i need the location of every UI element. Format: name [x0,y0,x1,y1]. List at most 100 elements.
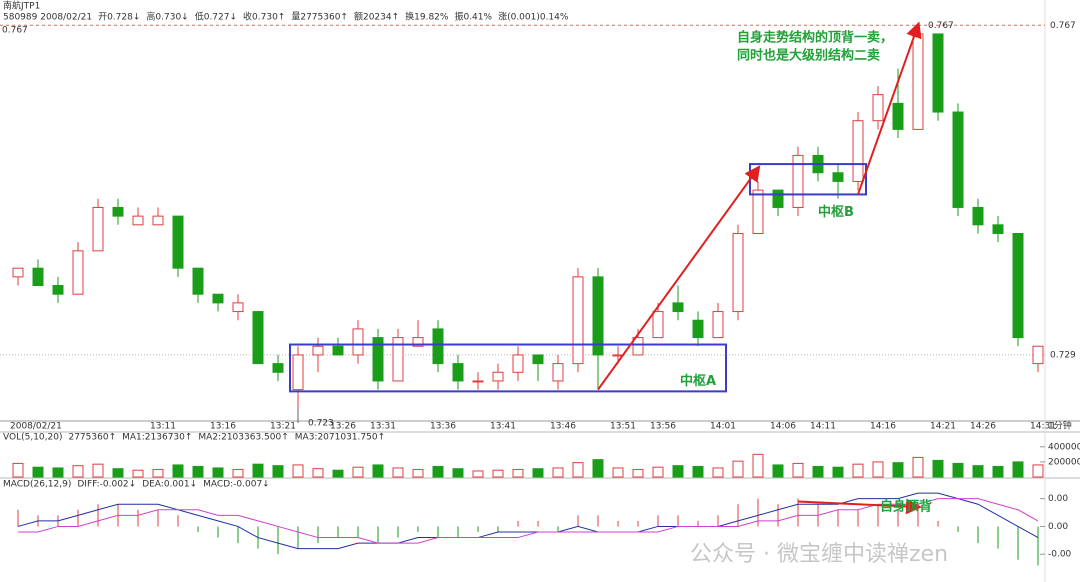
candle-body [292,354,304,391]
candle-body [472,380,484,383]
info-item: 振0.41% [454,11,492,23]
low-label: 0.723 [308,418,334,428]
volume-bar [532,468,544,478]
volume-bar [132,469,144,478]
y-tick-label: -0.00 [1048,550,1072,560]
volume-bar [12,462,24,478]
x-tick-label: 2008/02/21 [10,422,62,432]
volume-bar [412,468,424,478]
volume-bar [172,464,184,478]
volume-bar [512,468,524,478]
candle-body [552,363,564,382]
volume-bar [252,463,264,478]
candle-body [892,102,904,130]
volume-bar [792,462,804,478]
volume-bar [712,467,724,478]
y-tick-label: 0.767 [1050,21,1076,31]
zone-label: 中枢A [680,373,716,389]
candle-body [12,267,24,278]
volume-bar [672,465,684,478]
candle-body [932,33,944,113]
volume-bar [272,465,284,478]
annotation: 自身顶背 [880,499,932,515]
volume-header: MA2:2103363.500↑ [198,433,288,443]
volume-bar [632,468,644,478]
info-item: 低0.727↓ [195,11,237,23]
info-item: 额20234↑ [354,11,399,23]
annotation: 自身走势结构的顶背一卖， [737,30,893,46]
volume-bar [612,467,624,478]
volume-bar [912,456,924,478]
x-tick-label: 13:36 [430,422,456,432]
candle-body [492,371,504,382]
y-tick-label: 0.00 [1048,494,1068,504]
volume-bar [752,453,764,478]
candle-body [72,250,84,295]
x-tick-label: 14:26 [970,422,996,432]
candle-body [172,215,184,269]
x-tick-label: 13:16 [210,422,236,432]
candle-body [372,337,384,382]
volume-header: 2775360↑ [68,433,116,443]
candle-body [532,354,544,365]
volume-bar [112,468,124,478]
volume-bar [332,469,344,478]
y-tick-label: 200000 [1048,457,1080,467]
high-label: 0.767 [928,21,954,31]
volume-bar [32,466,44,478]
volume-bar [432,465,444,478]
candle-body [332,345,344,356]
watermark: 公众号 · 微宝缠中读禅zen [690,542,948,567]
volume-bar [892,462,904,478]
x-tick-label: 13:56 [650,422,676,432]
volume-bar [572,462,584,478]
x-tick-label: 13:26 [330,422,356,432]
x-tick-label: 13:51 [610,422,636,432]
macd-line [17,492,1039,550]
chart-title: 南航JTP1 [3,0,40,12]
volume-bar [452,468,464,478]
volume-bar [292,464,304,478]
candle-body [272,363,284,373]
candle-body [992,224,1004,234]
y-tick-label: 0.729 [1050,350,1076,360]
arrow [797,498,922,515]
candle-body [832,172,844,182]
candle-body [672,302,684,313]
x-tick-label: 14:21 [930,422,956,432]
macd-header: MACD:-0.007↓ [203,480,270,490]
candle-body [452,363,464,382]
candle-body [652,311,664,339]
info-item: 涨(0.001)0.14% [498,12,569,23]
y-tick-label: 400000 [1048,442,1080,452]
candle-body [772,189,784,208]
volume-bar [492,469,504,478]
volume-bar [1032,464,1044,478]
candle-body [112,206,124,217]
x-tick-label: 13:46 [550,422,576,432]
volume-bar [212,467,224,478]
x-tick-label: 13:41 [490,422,516,432]
volume-bar [692,465,704,478]
arrow [857,21,922,195]
info-item: 收0.730↑ [243,11,285,23]
candle-body [192,267,204,295]
macd-header: DEA:0.001↓ [142,480,197,490]
candle-body [972,206,984,226]
candle-body [692,319,704,339]
macd-line [18,498,1039,544]
volume-bar [472,470,484,478]
candle-body [732,232,744,313]
zone-label: 中枢B [818,204,854,220]
candle-body [752,189,764,234]
y-tick-label: 0.00 [1048,522,1068,532]
candle-body [912,33,924,130]
candle-body [512,354,524,373]
info-item: 换19.82% [405,11,449,23]
candle-body [252,311,264,365]
volume-bar [152,468,164,478]
candle-body [312,345,324,356]
